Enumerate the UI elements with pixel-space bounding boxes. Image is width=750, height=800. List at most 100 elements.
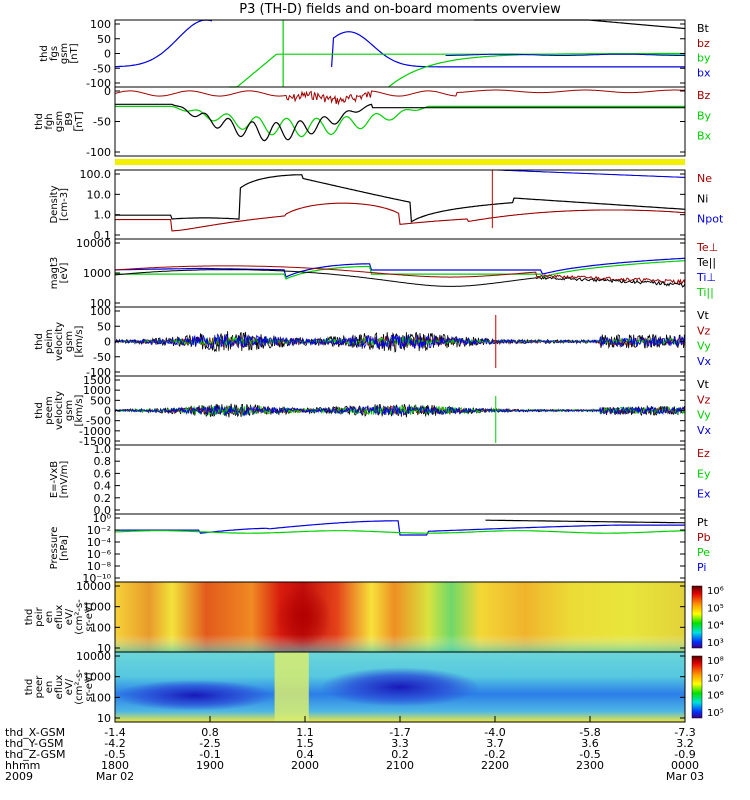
legend-entry: Vx xyxy=(697,424,712,437)
legend-entry: Pb xyxy=(697,531,711,544)
colorbar-label: 10⁵ xyxy=(707,708,724,719)
y-axis-label-line: peem xyxy=(44,396,55,424)
y-axis-label-line: velocity xyxy=(54,322,65,361)
y-axis-label-line: [km/s] xyxy=(74,394,85,426)
y-tick-label: 50 xyxy=(97,33,111,46)
legend-entry: Vt xyxy=(697,378,710,391)
y-tick-label: 10⁻⁴ xyxy=(87,536,112,549)
y-axis-label-line: gsm xyxy=(59,43,70,64)
legend-entry: Te|| xyxy=(696,256,716,269)
y-tick-label: 1000 xyxy=(83,384,111,397)
legend-entry: Ey xyxy=(697,467,711,480)
bx-series xyxy=(331,31,685,68)
y-tick-label: 10⁻² xyxy=(87,524,111,537)
y-axis-label-line: thd xyxy=(24,679,35,696)
y-axis-label: thd peim velocity gsm [km/s] xyxy=(34,322,85,361)
x-tick-value: -0.5 xyxy=(579,748,600,761)
Ni-series xyxy=(115,174,686,223)
x-tick-value: 3.7 xyxy=(486,737,504,750)
Bx-series xyxy=(115,103,685,142)
legend-entry: Vz xyxy=(697,324,711,337)
colorbar-label: 10⁶ xyxy=(707,586,724,597)
y-tick-label: 0 xyxy=(104,405,111,418)
Ne-series xyxy=(115,202,686,232)
Npot-series xyxy=(496,169,686,178)
y-tick-label: 0.4 xyxy=(94,480,112,493)
x-row-label: 2009 xyxy=(5,770,33,783)
y-axis-label-line: peir xyxy=(34,606,45,626)
x-tick-value: 2300 xyxy=(576,759,604,772)
y-axis-label-line: sr-eV) xyxy=(84,672,95,701)
colorbar xyxy=(691,655,703,719)
y-axis-label-line: en xyxy=(44,611,55,624)
legend-entry: Ti⊥ xyxy=(696,271,716,284)
y-tick-label: 100 xyxy=(90,621,111,634)
legend-entry: Bz xyxy=(697,89,711,102)
y-tick-label: 500 xyxy=(90,394,111,407)
y-tick-label: 0.0 xyxy=(94,504,112,517)
x-tick-value: 0.8 xyxy=(201,726,219,739)
bx-series xyxy=(115,19,213,68)
y-axis-label-line: [km/s] xyxy=(74,325,85,357)
y-tick-label: 1000 xyxy=(83,601,111,614)
legend-entry: Vt xyxy=(697,309,710,322)
y-tick-label: -50 xyxy=(93,351,111,364)
y-axis-label-line: [eV] xyxy=(59,263,70,284)
y-axis-label-line: [cm-3] xyxy=(59,188,70,221)
legend-entry: by xyxy=(697,52,711,65)
y-axis-label: Pressure [nPa] xyxy=(49,527,70,570)
y-axis-label-line: [nT] xyxy=(69,43,80,63)
By-series xyxy=(115,105,685,138)
panel-efield: 1.00.80.60.40.20.0 E=-VxB [mV/m] Ez Ey Ex xyxy=(49,443,711,517)
x-tick-value: -7.3 xyxy=(674,726,695,739)
electron-flux-band xyxy=(274,652,309,722)
colorbar-label: 10⁷ xyxy=(707,673,724,684)
y-tick-label: -100 xyxy=(86,366,111,379)
legend-entry: Npot xyxy=(697,213,724,226)
Te-perp-series xyxy=(114,265,686,286)
x-tick-value: 3.6 xyxy=(581,737,599,750)
figure-title: P3 (TH-D) fields and on-board moments ov… xyxy=(239,2,561,17)
legend-entry: Bt xyxy=(697,22,710,35)
y-axis-label: thd fgs gsm [nT] xyxy=(39,43,80,64)
y-tick-label: 1.0 xyxy=(94,209,112,222)
x-tick-value: 2000 xyxy=(291,759,319,772)
y-axis-label-line: [nT] xyxy=(74,111,85,131)
y-axis-label: Density [cm-3] xyxy=(49,185,70,223)
Te-par-series xyxy=(114,269,686,288)
x-tick-value: -4.0 xyxy=(484,726,505,739)
colorbar-label: 10⁴ xyxy=(707,621,724,632)
panel-temp: 10000 1000 100 magt3 [eV] Te⊥ Te|| Ti⊥ Ti|| xyxy=(49,237,718,310)
y-axis-label-line: thd xyxy=(39,45,50,62)
y-axis-label-line: gsm xyxy=(64,400,75,421)
y-axis-label-line: eV/ xyxy=(64,608,75,625)
legend-entry: Vy xyxy=(697,409,711,422)
by-recovery xyxy=(388,52,685,88)
y-tick-label: -1000 xyxy=(79,425,111,438)
x-tick-value: -0.9 xyxy=(674,748,695,761)
legend-entry: Vz xyxy=(697,393,711,406)
legend-entry: Vx xyxy=(697,355,712,368)
y-axis-label-line: thd xyxy=(34,113,45,130)
x-tick-value: 0.2 xyxy=(391,748,409,761)
y-tick-label: 100 xyxy=(90,305,111,318)
x-tick-value: 3.3 xyxy=(391,737,409,750)
Vy-series xyxy=(114,335,686,347)
y-axis-label-line: fgs xyxy=(49,46,60,61)
y-tick-label: 0 xyxy=(104,336,111,349)
legend-entry: bz xyxy=(697,37,710,50)
x-tick-value: Mar 02 xyxy=(96,770,134,783)
bt-series xyxy=(474,19,686,30)
Vz-series xyxy=(114,405,686,416)
y-tick-label: 1.0 xyxy=(94,443,112,456)
y-tick-label: 10⁻⁸ xyxy=(87,560,112,573)
y-tick-label: 10000 xyxy=(76,580,111,593)
colorbar xyxy=(691,585,703,649)
panel-frame xyxy=(114,513,686,583)
Bz-series xyxy=(114,89,685,106)
legend-entry: Vy xyxy=(697,340,711,353)
y-axis-label: thd peem velocity gsm [km/s] xyxy=(34,391,85,430)
y-tick-label: 10000 xyxy=(76,650,111,663)
